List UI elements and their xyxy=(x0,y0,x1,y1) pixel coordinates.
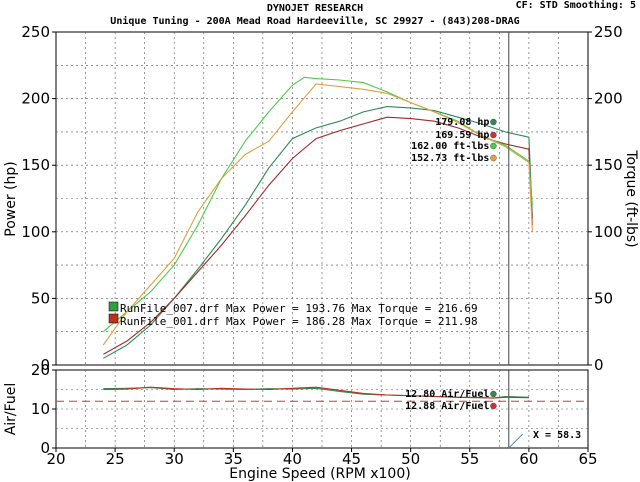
legend-entry-007: RunFile_007.drf Max Power = 193.76 Max T… xyxy=(120,302,478,315)
annotation-label: 179.08 hp xyxy=(435,117,489,128)
annotation-marker xyxy=(490,142,497,150)
annotation-marker xyxy=(490,118,497,126)
annotation-label: 169.59 hp xyxy=(435,130,489,141)
x-tick-label: 30 xyxy=(165,450,184,468)
y2-tick-label: 100 xyxy=(594,223,623,241)
annotation-marker xyxy=(490,154,497,162)
y-tick-label: 0 xyxy=(40,356,50,374)
main-series xyxy=(102,32,533,365)
x-tick-label: 35 xyxy=(224,450,243,468)
y2-tick-label: 150 xyxy=(594,156,623,174)
x-tick-label: 45 xyxy=(342,450,361,468)
y-tick-label: 200 xyxy=(21,90,50,108)
x-tick-label: 65 xyxy=(578,450,597,468)
afr-grid xyxy=(56,370,588,448)
annotation-label: 152.73 ft-lbs xyxy=(411,153,489,164)
main-ticks: 0 50 100 150 200 250 0 50 100 150 200 250 xyxy=(21,23,622,374)
y2-tick-label: 50 xyxy=(594,289,613,307)
legend-swatch-001 xyxy=(108,313,119,324)
series-line-afr_001 xyxy=(103,386,529,399)
legend-swatch-007 xyxy=(108,301,119,312)
legend-entry-001: RunFile_001.drf Max Power = 186.28 Max T… xyxy=(120,315,478,328)
y-tick-label: 50 xyxy=(31,289,50,307)
cursor-label: X = 58.3 xyxy=(533,430,581,441)
afr-annotation-label: 12.80 Air/Fuel xyxy=(405,388,489,400)
afr-annotation-marker xyxy=(490,402,497,410)
series-line-torque_001 xyxy=(102,83,533,346)
afr-series xyxy=(56,370,588,449)
annotation-marker xyxy=(490,131,497,139)
x-tick-label: 20 xyxy=(46,450,65,468)
y-axis-label-torque: Torque (ft-lbs) xyxy=(623,149,639,247)
y-axis-label-afr: Air/Fuel xyxy=(3,383,19,436)
main-grid xyxy=(56,32,588,365)
y2-tick-label: 250 xyxy=(594,23,623,41)
x-axis-label: Engine Speed (RPM x100) xyxy=(229,466,410,482)
chart-subtitle: Unique Tuning - 200A Mead Road Hardeevil… xyxy=(110,15,519,27)
y-tick-label: 100 xyxy=(21,223,50,241)
series-line-torque_007 xyxy=(102,76,533,333)
annotation-label: 162.00 ft-lbs xyxy=(411,141,489,152)
x-tick-label: 50 xyxy=(401,450,420,468)
series-line-power_001 xyxy=(103,116,533,355)
y-tick-label: 150 xyxy=(21,156,50,174)
y2-tick-label: 200 xyxy=(594,90,623,108)
chart-title: DYNOJET RESEARCH xyxy=(267,3,363,14)
y-axis-label-power: Power (hp) xyxy=(3,161,19,236)
y2-tick-label: 0 xyxy=(594,356,604,374)
afr-y-tick-label: 20 xyxy=(31,361,50,379)
afr-y-tick-label: 0 xyxy=(40,439,50,457)
x-tick-label: 55 xyxy=(460,450,479,468)
x-tick-label: 25 xyxy=(106,450,125,468)
afr-ticks: 0 10 20 20 25 30 35 40 45 50 55 60 65 xyxy=(31,361,598,468)
afr-annotation-marker xyxy=(490,390,497,398)
cursor-pointer xyxy=(508,433,524,449)
x-tick-label: 40 xyxy=(283,450,302,468)
x-tick-label: 60 xyxy=(519,450,538,468)
chart-settings: CF: STD Smoothing: 5 xyxy=(516,0,636,11)
legend: RunFile_007.drf Max Power = 193.76 Max T… xyxy=(108,301,478,328)
afr-y-tick-label: 10 xyxy=(31,400,50,418)
y-tick-label: 250 xyxy=(21,23,50,41)
afr-annotation-label: 12.88 Air/Fuel xyxy=(405,400,489,412)
